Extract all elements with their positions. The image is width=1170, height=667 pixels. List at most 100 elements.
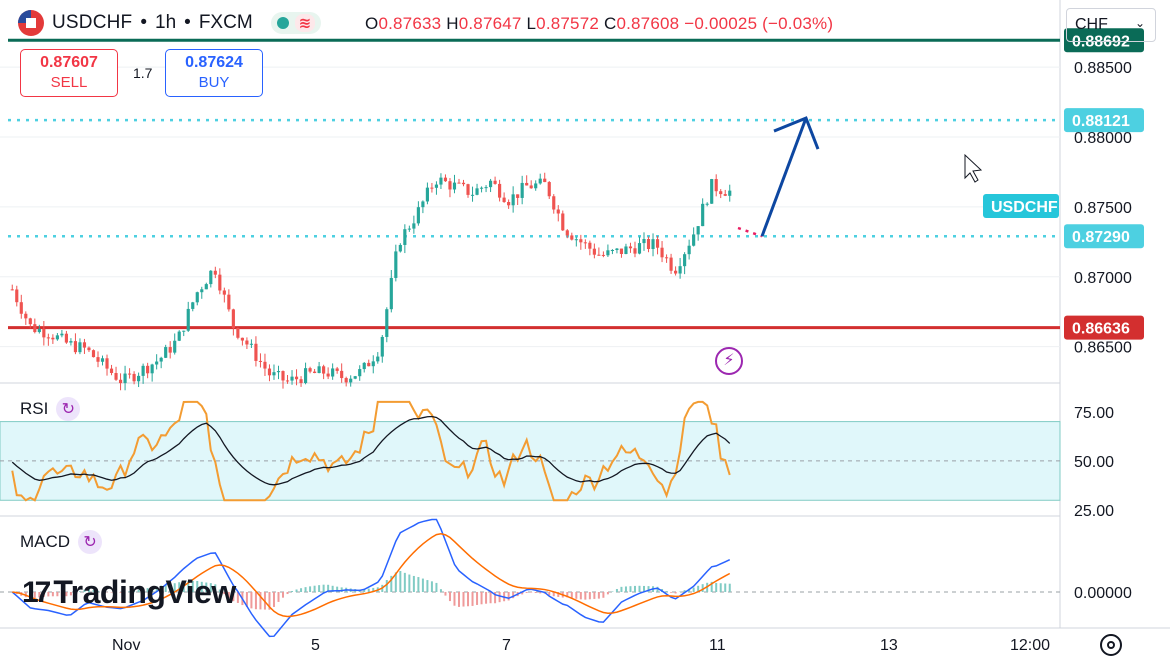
chevron-down-icon: ⌄ [1134,16,1145,30]
close-value: 0.87608 [616,14,680,33]
candle-body [245,340,249,345]
candle-body [628,246,633,249]
interval-label[interactable]: 1h [155,12,177,33]
macd-histogram-bar [96,590,99,592]
market-status-toggle[interactable]: ≋ [270,12,322,34]
spread-value: 1.7 [133,65,153,81]
candle-body [507,202,511,206]
candle-body [240,337,244,341]
candle-body [114,373,118,380]
refresh-icon[interactable]: ↻ [56,397,81,421]
macd-histogram-bar [178,582,181,592]
candle-body [24,313,28,319]
high-label: H [446,14,459,33]
buy-button[interactable]: 0.87624 BUY [165,49,263,97]
macd-histogram-bar [51,592,54,597]
projection-dotted-line [737,226,763,238]
macd-histogram-bar [457,592,460,607]
macd-histogram-bar [566,592,569,598]
candle-body [619,248,624,254]
candle-body [335,368,339,371]
settings-icon[interactable] [1100,634,1122,656]
candle-body [200,289,204,293]
symbol-header[interactable]: USDCHF • 1h • FXCM ≋ [18,10,322,36]
candle-body [263,361,267,369]
macd-histogram-bar [282,592,285,598]
symbol-name: USDCHF [52,12,133,33]
candle-body [299,379,303,383]
macd-histogram-bar [408,574,411,592]
macd-histogram-bar [390,575,393,592]
lightning-icon[interactable]: ⚡ [715,347,743,375]
refresh-icon[interactable]: ↻ [78,530,103,554]
macd-histogram-bar [620,586,623,592]
macd-histogram-bar [697,585,700,592]
macd-histogram-bar [485,592,488,604]
candle-body [696,226,700,235]
candle-body [597,254,601,256]
sell-label: SELL [50,74,88,91]
macd-histogram-bar [575,592,578,599]
macd-line [11,518,731,638]
macd-histogram-bar [570,592,573,599]
rsi-indicator-label[interactable]: RSI ↻ [20,397,81,421]
macd-histogram-bar [254,592,257,610]
macd-histogram-bar [670,592,673,593]
tradingview-logo: 17 TradingView [22,574,236,611]
candle-body [82,342,87,348]
candle-body [674,270,678,274]
macd-histogram-bar [665,591,668,592]
candle-body [69,341,73,343]
macd-histogram-bar [286,592,289,595]
candle-body [543,178,547,183]
candle-body [15,289,19,303]
ohlc-readout: O0.87633 H0.87647 L0.87572 C0.87608 −0.0… [365,14,833,34]
price-tick-label: 0.87000 [1074,270,1132,287]
macd-histogram-bar [259,592,262,610]
candle-body [344,378,348,383]
candle-body [443,177,448,182]
macd-histogram-bar [164,584,167,592]
macd-histogram-bar [372,587,375,592]
macd-histogram-bar [656,586,659,592]
candle-body [177,331,181,341]
candle-body [430,187,434,189]
candle-body [362,362,366,370]
candle-body [434,184,439,188]
macd-histogram-bar [534,592,537,594]
candle-body [403,229,407,245]
candle-body [398,244,402,252]
time-label: 11 [709,637,726,654]
candle-body [479,187,484,189]
candle-body [285,380,290,382]
macd-histogram-bar [521,592,524,595]
macd-histogram-bar [115,592,118,593]
macd-histogram-bar [633,585,636,592]
low-value: 0.87572 [536,14,600,33]
macd-histogram-bar [304,587,307,592]
macd-histogram-bar [336,586,339,592]
macd-histogram-bar [588,592,591,600]
macd-histogram-bar [692,587,695,592]
candle-body [159,357,163,362]
macd-histogram-bar [137,589,140,592]
sell-button[interactable]: 0.87607 SELL [20,49,118,97]
buy-price: 0.87624 [185,54,243,71]
candle-body [313,371,317,374]
candle-body [303,368,308,383]
macd-histogram-bar [584,592,587,600]
candle-body [412,223,416,229]
candle-body [380,336,384,357]
currency-select[interactable]: CHF ⌄ [1066,8,1156,42]
macd-histogram-bar [412,575,415,592]
separator: • [184,12,191,33]
macd-histogram-bar [552,592,555,597]
candle-body [272,372,276,376]
macd-histogram-bar [169,583,172,592]
candle-body [389,277,393,310]
macd-indicator-label[interactable]: MACD ↻ [20,530,103,554]
candle-body [529,185,533,189]
macd-histogram-bar [327,584,330,592]
candle-body [168,347,172,353]
